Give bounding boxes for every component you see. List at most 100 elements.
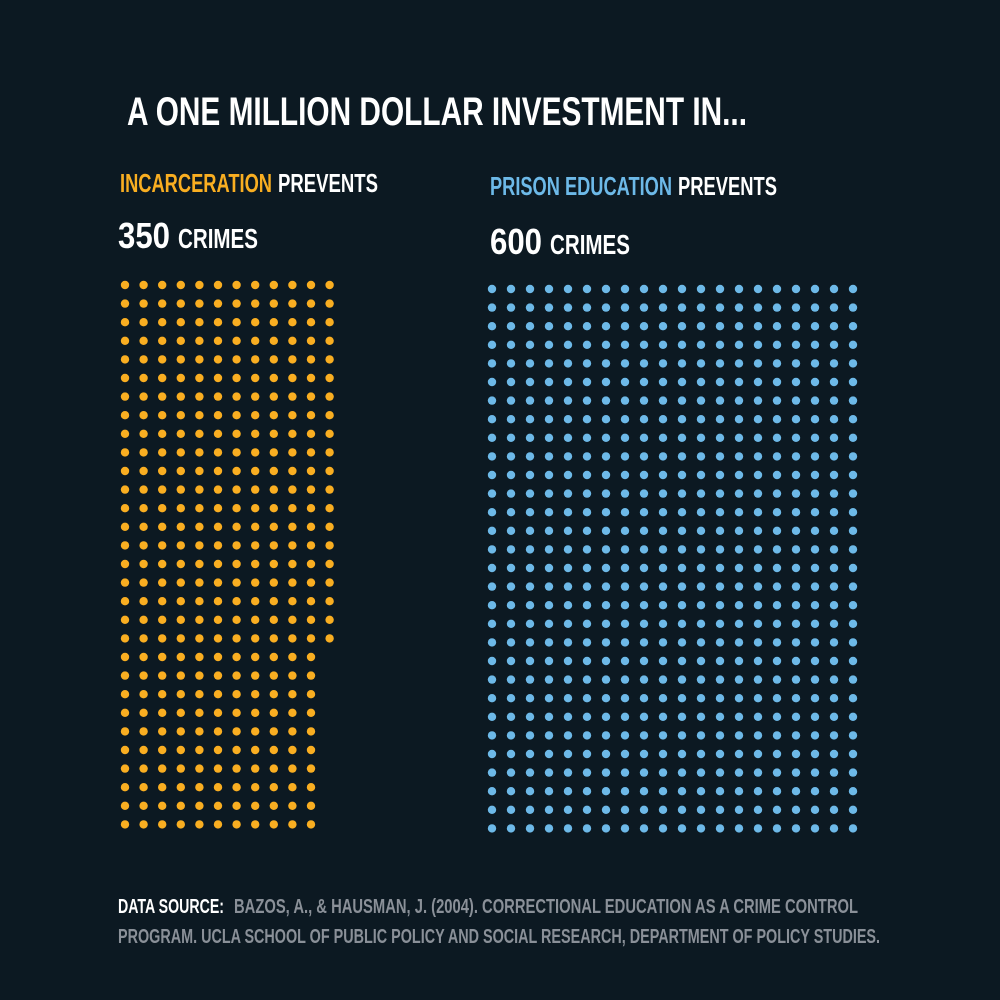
unit-dot — [753, 656, 763, 666]
unit-dot — [288, 634, 297, 643]
unit-dot — [525, 508, 535, 517]
unit-dot — [734, 805, 744, 814]
unit-dot — [251, 373, 260, 383]
unit-dot — [848, 787, 858, 796]
unit-dot — [715, 452, 725, 461]
unit-dot — [120, 466, 130, 476]
unit-dot — [639, 359, 649, 368]
unit-dot — [848, 470, 858, 480]
unit-dot — [525, 563, 535, 573]
unit-dot — [791, 489, 801, 498]
unit-dot — [158, 652, 167, 662]
unit-dot — [213, 671, 223, 680]
unit-dot — [563, 656, 573, 666]
unit-dot — [325, 578, 334, 587]
unit-dot — [791, 322, 801, 331]
unit-dot — [487, 731, 497, 740]
unit-dot — [176, 745, 185, 755]
unit-dot — [810, 694, 820, 703]
unit-dot — [810, 656, 820, 666]
unit-dot — [620, 303, 630, 312]
unit-dot — [525, 619, 535, 628]
unit-dot — [772, 563, 782, 573]
unit-dot — [487, 433, 497, 442]
unit-dot — [715, 359, 725, 368]
unit-dot — [269, 466, 278, 476]
unit-dot — [753, 768, 763, 777]
unit-dot — [506, 526, 516, 535]
unit-dot — [696, 638, 706, 647]
unit-dot — [639, 470, 649, 480]
unit-dot — [325, 392, 334, 401]
unit-dot — [734, 563, 744, 573]
unit-dot — [288, 373, 297, 383]
unit-dot — [306, 485, 316, 494]
unit-dot — [251, 764, 260, 773]
unit-dot — [487, 489, 497, 498]
unit-dot — [791, 656, 801, 666]
unit-dot — [306, 559, 316, 569]
unit-dot — [677, 601, 687, 610]
unit-dot — [601, 452, 611, 461]
unit-dot — [810, 396, 820, 405]
unit-dot — [810, 489, 820, 498]
unit-dot — [601, 787, 611, 796]
unit-dot — [829, 619, 839, 628]
unit-dot — [563, 526, 573, 535]
unit-dot — [158, 727, 167, 736]
unit-dot — [753, 675, 763, 684]
unit-dot — [120, 299, 130, 308]
unit-dot — [829, 601, 839, 610]
unit-dot — [120, 745, 130, 755]
unit-dot — [848, 545, 858, 554]
unit-dot — [139, 411, 148, 420]
unit-dot — [810, 787, 820, 796]
unit-dot — [715, 545, 725, 554]
unit-dot — [251, 522, 260, 531]
unit-dot — [487, 582, 497, 591]
unit-dot — [306, 299, 316, 308]
unit-dot — [544, 284, 554, 294]
unit-dot — [620, 415, 630, 424]
value-label: 350 — [118, 215, 170, 256]
unit-dot — [677, 284, 687, 294]
unit-dot — [232, 801, 241, 810]
unit-dot — [120, 578, 130, 587]
unit-dot — [582, 638, 592, 647]
unit-dot — [306, 690, 316, 699]
unit-dot — [195, 466, 204, 476]
unit-dot — [848, 601, 858, 610]
unit-dot — [715, 694, 725, 703]
unit-dot — [544, 563, 554, 573]
unit-dot — [195, 708, 204, 717]
unit-dot — [563, 805, 573, 814]
unit-dot — [506, 638, 516, 647]
unit-dot — [544, 415, 554, 424]
unit-dot — [791, 359, 801, 368]
unit-dot — [677, 377, 687, 387]
unit-dot — [696, 489, 706, 498]
unit-dot — [176, 429, 185, 438]
unit-dot — [696, 731, 706, 740]
unit-dot — [563, 489, 573, 498]
unit-dot — [544, 805, 554, 814]
unit-dot — [658, 452, 668, 461]
unit-dot — [696, 749, 706, 759]
unit-dot — [715, 526, 725, 535]
unit-dot — [715, 563, 725, 573]
unit-dot — [158, 336, 167, 345]
unit-dot — [848, 712, 858, 721]
unit-dot — [269, 485, 278, 494]
unit-dot — [582, 489, 592, 498]
unit-dot — [563, 619, 573, 628]
unit-dot — [772, 415, 782, 424]
unit-dot — [232, 485, 241, 494]
unit-dot — [506, 508, 516, 517]
unit-dot — [734, 284, 744, 294]
unit-dot — [544, 452, 554, 461]
unit-dot — [139, 690, 148, 699]
unit-dot — [506, 563, 516, 573]
unit-dot — [677, 396, 687, 405]
unit-dot — [639, 508, 649, 517]
unit-dot — [639, 805, 649, 814]
